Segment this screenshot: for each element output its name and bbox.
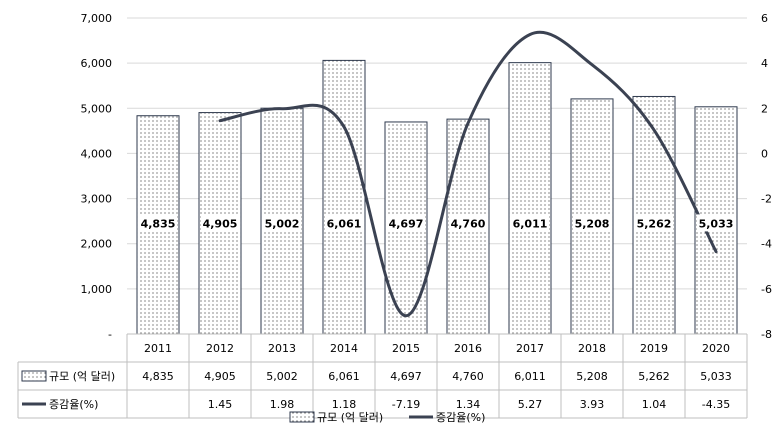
- table-cell-size: 5,262: [638, 370, 670, 383]
- left-y-tick-label: 1,000: [81, 283, 113, 296]
- table-cell-size: 5,033: [700, 370, 732, 383]
- legend: 규모 (억 달러) 증감율(%): [289, 411, 485, 424]
- bar-label-bg: [573, 214, 611, 232]
- category-label: 2014: [330, 342, 358, 355]
- table-cell-size: 6,011: [514, 370, 546, 383]
- right-y-tick-label: -2: [761, 193, 772, 206]
- left-y-tick-label: 5,000: [81, 102, 113, 115]
- bar-data-label: 6,011: [513, 217, 548, 230]
- table-cell-size: 5,208: [576, 370, 608, 383]
- left-y-tick-label: 6,000: [81, 57, 113, 70]
- bar-data-label: 4,905: [203, 217, 238, 230]
- right-y-tick-label: -4: [761, 238, 772, 251]
- bar-data-labels: 4,835 4,905 5,002 6,061 4,697 4,760 6,011 5,208…: [139, 214, 735, 232]
- table-row-header-size: 규모 (억 달러): [49, 370, 115, 383]
- legend-label-rate: 증감율(%): [436, 411, 485, 424]
- table-cell-rate: 1.45: [208, 398, 233, 411]
- legend-label-size: 규모 (억 달러): [317, 411, 383, 424]
- table-cell-size: 4,905: [204, 370, 236, 383]
- bar-data-label: 6,061: [327, 217, 362, 230]
- table-cell-size: 4,760: [452, 370, 484, 383]
- category-label: 2018: [578, 342, 606, 355]
- bar-label-bg: [449, 214, 487, 232]
- bar-label-bg: [387, 214, 425, 232]
- category-label: 2013: [268, 342, 296, 355]
- table-cell-size: 6,061: [328, 370, 360, 383]
- bar-2014: [322, 59, 366, 335]
- table-cell-rate: 1.34: [456, 398, 481, 411]
- bar-2017: [508, 62, 552, 335]
- table-cell-size: 5,002: [266, 370, 298, 383]
- left-y-tick-label: 3,000: [81, 193, 113, 206]
- bar-data-label: 4,697: [389, 217, 424, 230]
- left-y-axis: - 1,000 2,000 3,000 4,000 5,000 6,000 7,000: [81, 12, 113, 341]
- category-label: 2017: [516, 342, 544, 355]
- bar-label-bg: [697, 214, 735, 232]
- bar-label-bg: [263, 214, 301, 232]
- category-label: 2011: [144, 342, 172, 355]
- table-cell-rate: 1.04: [642, 398, 667, 411]
- right-y-axis: -8 -6 -4 -2 0 2 4 6: [761, 12, 772, 341]
- right-y-tick-label: 2: [761, 102, 768, 115]
- bar-label-bg: [511, 214, 549, 232]
- bar-data-label: 4,835: [141, 217, 176, 230]
- bar-data-label: 5,033: [699, 217, 734, 230]
- right-y-tick-label: 4: [761, 57, 768, 70]
- left-y-tick-label: 2,000: [81, 238, 113, 251]
- bar-data-label: 5,208: [575, 217, 610, 230]
- table-cell-rate: 5.27: [518, 398, 543, 411]
- bar-data-label: 5,002: [265, 217, 300, 230]
- legend-bar-key: [289, 411, 315, 423]
- right-y-tick-label: 0: [761, 147, 768, 160]
- table-row-header-rate: 증감율(%): [49, 398, 98, 411]
- data-table: 2011 2012 2013 2014 2015 2016 2017 2018 2019 2020…: [17, 333, 748, 419]
- bar-series: [136, 59, 738, 335]
- left-y-tick-label: 4,000: [81, 147, 113, 160]
- category-label: 2019: [640, 342, 668, 355]
- table-cell-rate: 1.18: [332, 398, 357, 411]
- growth-rate-line: [218, 30, 718, 318]
- bar-data-label: 4,760: [451, 217, 486, 230]
- right-y-tick-label: -6: [761, 283, 772, 296]
- category-label: 2016: [454, 342, 482, 355]
- bar-label-bg: [635, 214, 673, 232]
- line-series: [218, 30, 718, 318]
- table-cell-rate: 3.93: [580, 398, 605, 411]
- left-y-tick-label: -: [108, 328, 112, 341]
- category-label: 2020: [702, 342, 730, 355]
- category-label: 2015: [392, 342, 420, 355]
- right-y-tick-label: -8: [761, 328, 772, 341]
- right-y-tick-label: 6: [761, 12, 768, 25]
- table-cell-rate: -7.19: [392, 398, 420, 411]
- table-cell-rate: 1.98: [270, 398, 295, 411]
- bar-label-bg: [201, 214, 239, 232]
- bar-label-bg: [139, 214, 177, 232]
- table-bar-key: [21, 370, 47, 382]
- bar-label-bg: [325, 214, 363, 232]
- left-y-tick-label: 7,000: [81, 12, 113, 25]
- category-label: 2012: [206, 342, 234, 355]
- bar-data-label: 5,262: [637, 217, 672, 230]
- table-cell-rate: -4.35: [702, 398, 730, 411]
- table-cell-size: 4,835: [142, 370, 174, 383]
- table-cell-size: 4,697: [390, 370, 422, 383]
